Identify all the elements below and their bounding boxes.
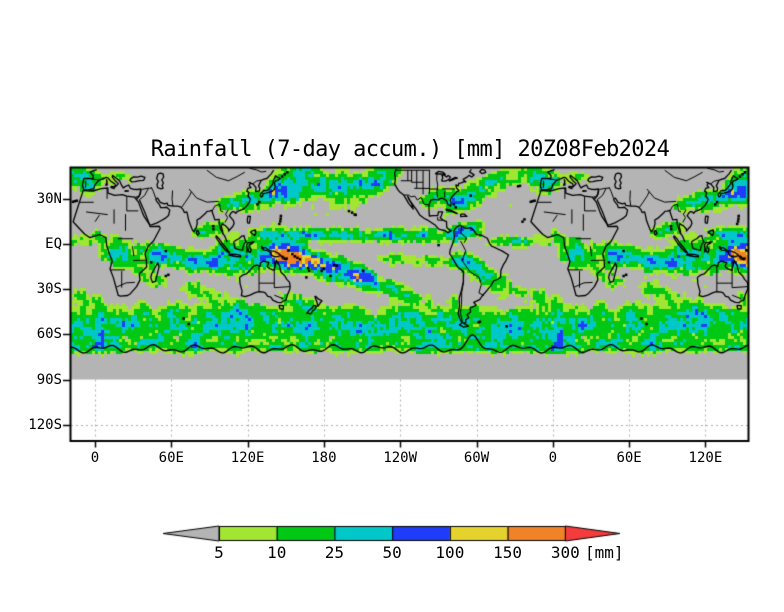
colorbar-level-50: 50	[382, 543, 402, 562]
x-axis-label-6: 0	[548, 450, 558, 466]
colorbar-level-10: 10	[267, 543, 287, 562]
x-axis-label-0: 0	[90, 450, 100, 466]
y-axis-label-60S: 60S	[36, 326, 62, 343]
x-axis-label-8: 120E	[688, 450, 723, 466]
colorbar-level-150: 150	[493, 543, 523, 562]
y-axis-label-120S: 120S	[28, 416, 62, 433]
colorbar-level-100: 100	[435, 543, 465, 562]
x-axis-label-1: 60E	[158, 450, 184, 466]
x-axis-label-3: 180	[311, 450, 337, 466]
x-axis-label-4: 120W	[383, 450, 418, 466]
colorbar-level-25: 25	[324, 543, 345, 562]
colorbar-unit-label: [mm]	[585, 543, 624, 562]
chart-title: Rainfall (7-day accum.) [mm] 20Z08Feb202…	[150, 137, 670, 162]
colorbar-level-5: 5	[214, 543, 224, 562]
x-axis-label-7: 60E	[616, 450, 642, 466]
y-axis-label-30N: 30N	[36, 190, 62, 207]
colorbar-level-300: 300	[550, 543, 580, 562]
x-axis-label-5: 60W	[463, 450, 490, 466]
y-axis-label-30S: 30S	[36, 281, 62, 298]
y-axis-label-EQ: EQ	[45, 236, 62, 252]
y-axis-label-90S: 90S	[36, 371, 62, 388]
x-axis-label-2: 120E	[230, 450, 265, 466]
